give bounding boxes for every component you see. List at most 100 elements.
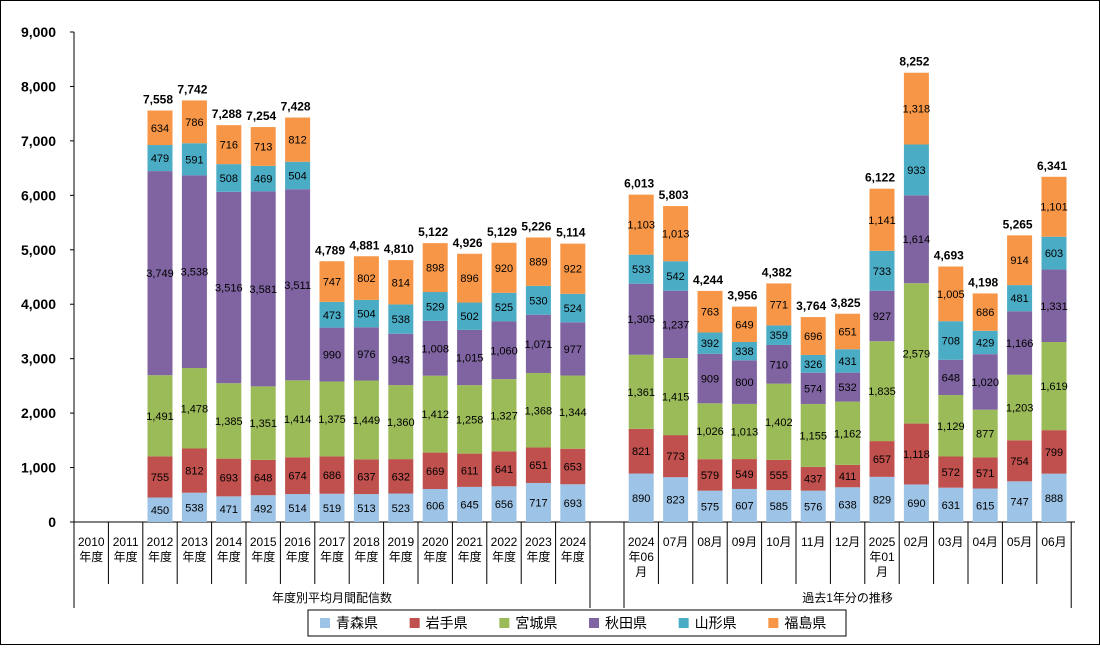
category-label: 2013 — [181, 535, 208, 549]
total-value-label: 6,013 — [624, 177, 654, 191]
bar-stack: 607 549 1,013 800 338 649 3,956 — [727, 289, 758, 522]
bar-segment — [422, 292, 448, 321]
category-label: 年06 — [629, 550, 655, 564]
bar-segment — [1041, 236, 1067, 270]
category-label: 年度 — [458, 549, 482, 564]
segment-value-label: 1,449 — [353, 415, 381, 427]
segment-value-label: 359 — [770, 330, 788, 342]
bar-segment — [766, 325, 792, 345]
segment-value-label: 1,060 — [490, 345, 518, 357]
segment-value-label: 669 — [426, 466, 444, 478]
bar-segment — [835, 487, 861, 522]
category-label: 2015 — [250, 535, 277, 549]
category-label: 年度 — [389, 549, 413, 564]
segment-value-label: 513 — [357, 503, 375, 515]
bar-segment — [1041, 473, 1067, 522]
bar-segment — [1041, 176, 1067, 237]
bar-segment — [353, 459, 379, 495]
segment-value-label: 1,351 — [249, 418, 277, 430]
segment-value-label: 1,360 — [387, 417, 415, 429]
segment-value-label: 411 — [839, 471, 857, 483]
total-value-label: 4,926 — [453, 236, 483, 250]
segment-value-label: 504 — [288, 170, 306, 182]
bar-segment — [628, 194, 654, 255]
total-value-label: 3,956 — [727, 289, 757, 303]
legend-label: 福島県 — [784, 615, 826, 631]
bar-segment — [663, 290, 689, 359]
segment-value-label: 471 — [220, 504, 238, 516]
bar-segment — [731, 459, 757, 489]
y-tick-label: 4,000 — [21, 296, 56, 312]
bar-stack: 638 411 1,162 532 431 651 3,825 — [831, 296, 861, 522]
bar-segment — [181, 175, 207, 369]
segment-value-label: 519 — [323, 503, 341, 515]
bar-segment — [903, 484, 929, 522]
bar-segment — [319, 301, 345, 328]
segment-value-label: 1,026 — [696, 426, 724, 438]
category-label: 年度 — [79, 549, 103, 564]
bar-segment — [216, 125, 242, 165]
category-label: 2025 — [869, 535, 896, 549]
segment-value-label: 1,318 — [903, 104, 931, 116]
bar-segment — [663, 358, 689, 436]
bar-stack: 606 669 1,412 1,008 529 898 5,122 — [418, 225, 449, 522]
category-label: 04月 — [973, 535, 998, 549]
segment-value-label: 575 — [701, 501, 719, 513]
segment-value-label: 1,071 — [525, 339, 553, 351]
segment-value-label: 1,008 — [421, 343, 449, 355]
segment-value-label: 637 — [357, 472, 375, 484]
total-value-label: 7,742 — [177, 82, 207, 96]
bar-segment — [869, 188, 895, 251]
category-label: 年度 — [251, 549, 275, 564]
bar-segment — [903, 144, 929, 196]
bar-stack: 450 755 1,491 3,749 479 634 7,558 — [143, 93, 174, 522]
total-value-label: 4,693 — [934, 248, 964, 262]
segment-value-label: 648 — [942, 372, 960, 384]
segment-value-label: 755 — [151, 472, 169, 484]
bar-segment — [457, 253, 483, 303]
segment-value-label: 611 — [461, 465, 479, 477]
bar-segment — [457, 453, 483, 487]
category-label: 年度 — [354, 549, 378, 564]
segment-value-label: 572 — [942, 467, 960, 479]
legend-swatch — [678, 618, 689, 628]
bar-segment — [147, 171, 173, 376]
segment-value-label: 615 — [976, 500, 994, 512]
bar-segment — [1041, 430, 1067, 474]
segment-value-label: 1,368 — [525, 405, 553, 417]
segment-value-label: 651 — [529, 460, 547, 472]
bar-segment — [903, 72, 929, 145]
bar-segment — [250, 495, 276, 522]
bar-segment — [181, 492, 207, 522]
bar-stack: 471 693 1,385 3,516 508 716 7,288 — [212, 107, 243, 522]
segment-value-label: 492 — [254, 504, 272, 516]
segment-value-label: 693 — [220, 472, 238, 484]
total-value-label: 3,825 — [831, 296, 861, 310]
bar-segment — [697, 332, 723, 354]
segment-value-label: 437 — [804, 474, 822, 486]
bar-segment — [422, 489, 448, 522]
segment-value-label: 1,020 — [971, 377, 999, 389]
segment-value-label: 3,516 — [215, 283, 243, 295]
bar-segment — [525, 447, 551, 483]
segment-value-label: 429 — [976, 337, 994, 349]
bar-segment — [766, 344, 792, 384]
segment-value-label: 469 — [254, 174, 272, 186]
segment-value-label: 814 — [392, 277, 410, 289]
segment-value-label: 1,258 — [456, 414, 484, 426]
bar-segment — [628, 473, 654, 522]
bar-segment — [285, 161, 311, 190]
segment-value-label: 648 — [254, 473, 272, 485]
segment-value-label: 632 — [392, 471, 410, 483]
bar-segment — [1007, 311, 1033, 375]
segment-value-label: 2,579 — [903, 348, 931, 360]
category-label: 2017 — [319, 535, 346, 549]
total-value-label: 7,288 — [212, 107, 242, 121]
segment-value-label: 690 — [907, 498, 925, 510]
segment-value-label: 933 — [907, 165, 925, 177]
segment-value-label: 1,155 — [799, 430, 827, 442]
bar-segment — [388, 333, 414, 386]
bar-segment — [216, 164, 242, 192]
category-label: 年度 — [148, 549, 172, 564]
total-value-label: 7,558 — [143, 93, 173, 107]
